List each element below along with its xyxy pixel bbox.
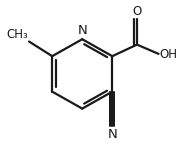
Text: N: N [77, 24, 87, 37]
Text: N: N [107, 128, 117, 141]
Text: O: O [133, 5, 142, 18]
Text: OH: OH [160, 48, 178, 61]
Text: CH₃: CH₃ [6, 28, 28, 41]
